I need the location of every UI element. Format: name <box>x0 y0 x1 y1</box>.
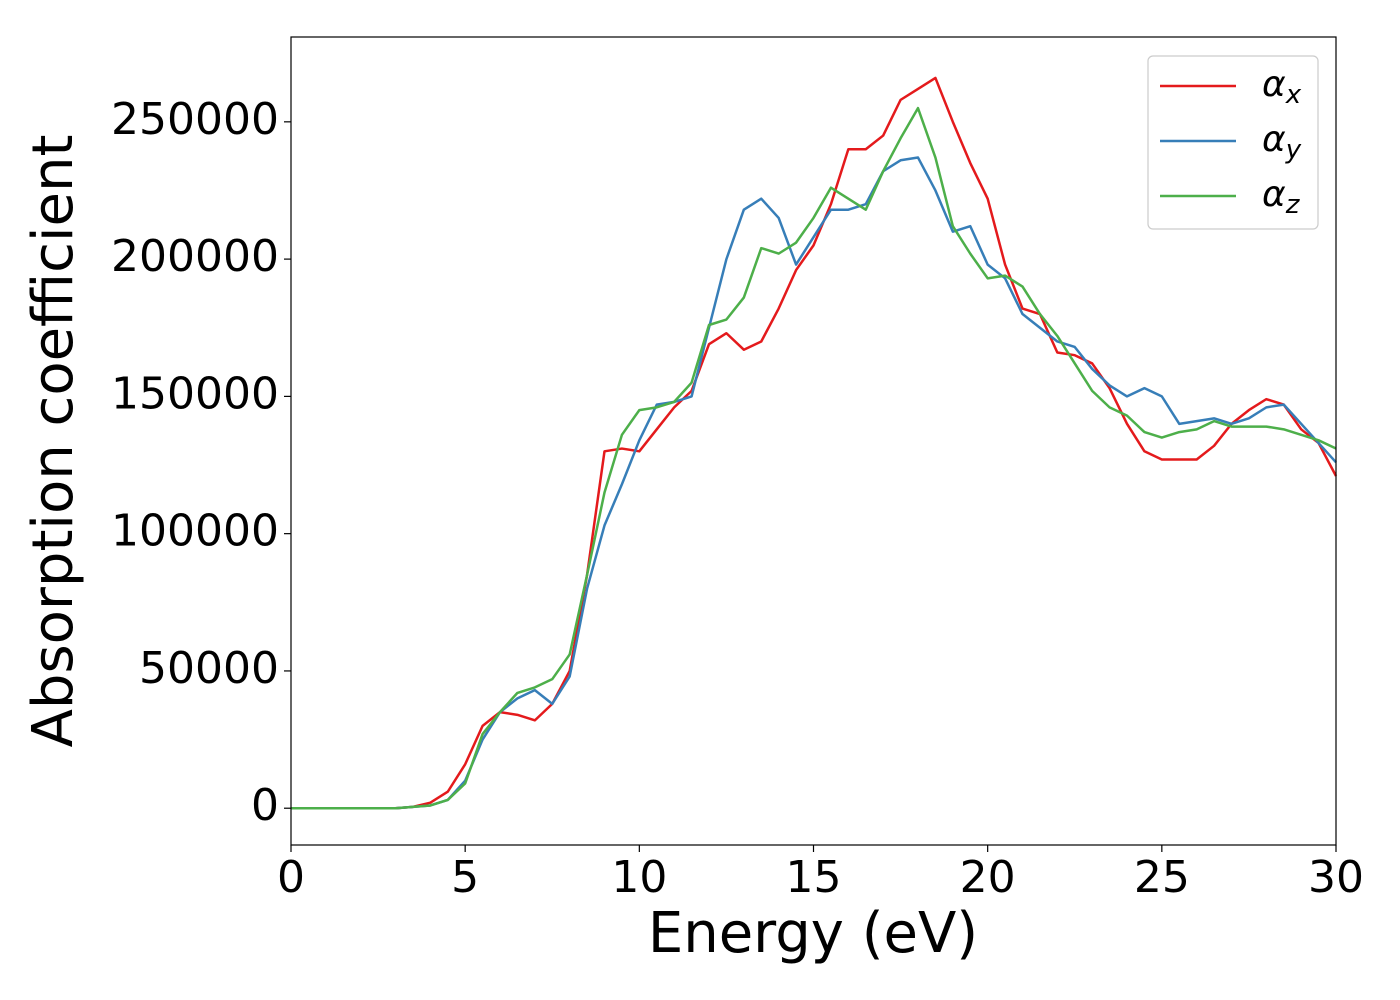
x-axis-label: Energy (eV) <box>648 901 978 966</box>
x-tick-label: 10 <box>611 852 667 903</box>
legend-label: αz <box>1262 174 1301 220</box>
x-tick-label: 25 <box>1134 852 1190 903</box>
legend-box <box>1147 55 1319 230</box>
series-line <box>291 76 1338 810</box>
series-line <box>291 156 1337 810</box>
legend-label: αy <box>1262 119 1302 165</box>
y-tick-label: 50000 <box>139 643 279 694</box>
x-tick-label: 5 <box>451 852 479 903</box>
y-axis-label: Absorption coefficient <box>21 135 86 748</box>
y-tick-label: 150000 <box>111 368 279 419</box>
series-line <box>291 106 1337 810</box>
x-tick-label: 20 <box>960 852 1016 903</box>
y-tick-label: 100000 <box>111 506 279 557</box>
y-tick-label: 250000 <box>111 94 279 145</box>
legend-label: αx <box>1262 64 1302 110</box>
x-tick-label: 30 <box>1308 852 1364 903</box>
y-tick-label: 200000 <box>111 231 279 282</box>
legend: αx αy αz <box>1147 55 1319 230</box>
y-tick-label: 0 <box>251 780 279 831</box>
x-tick-label: 0 <box>277 852 305 903</box>
x-tick-label: 15 <box>786 852 842 903</box>
